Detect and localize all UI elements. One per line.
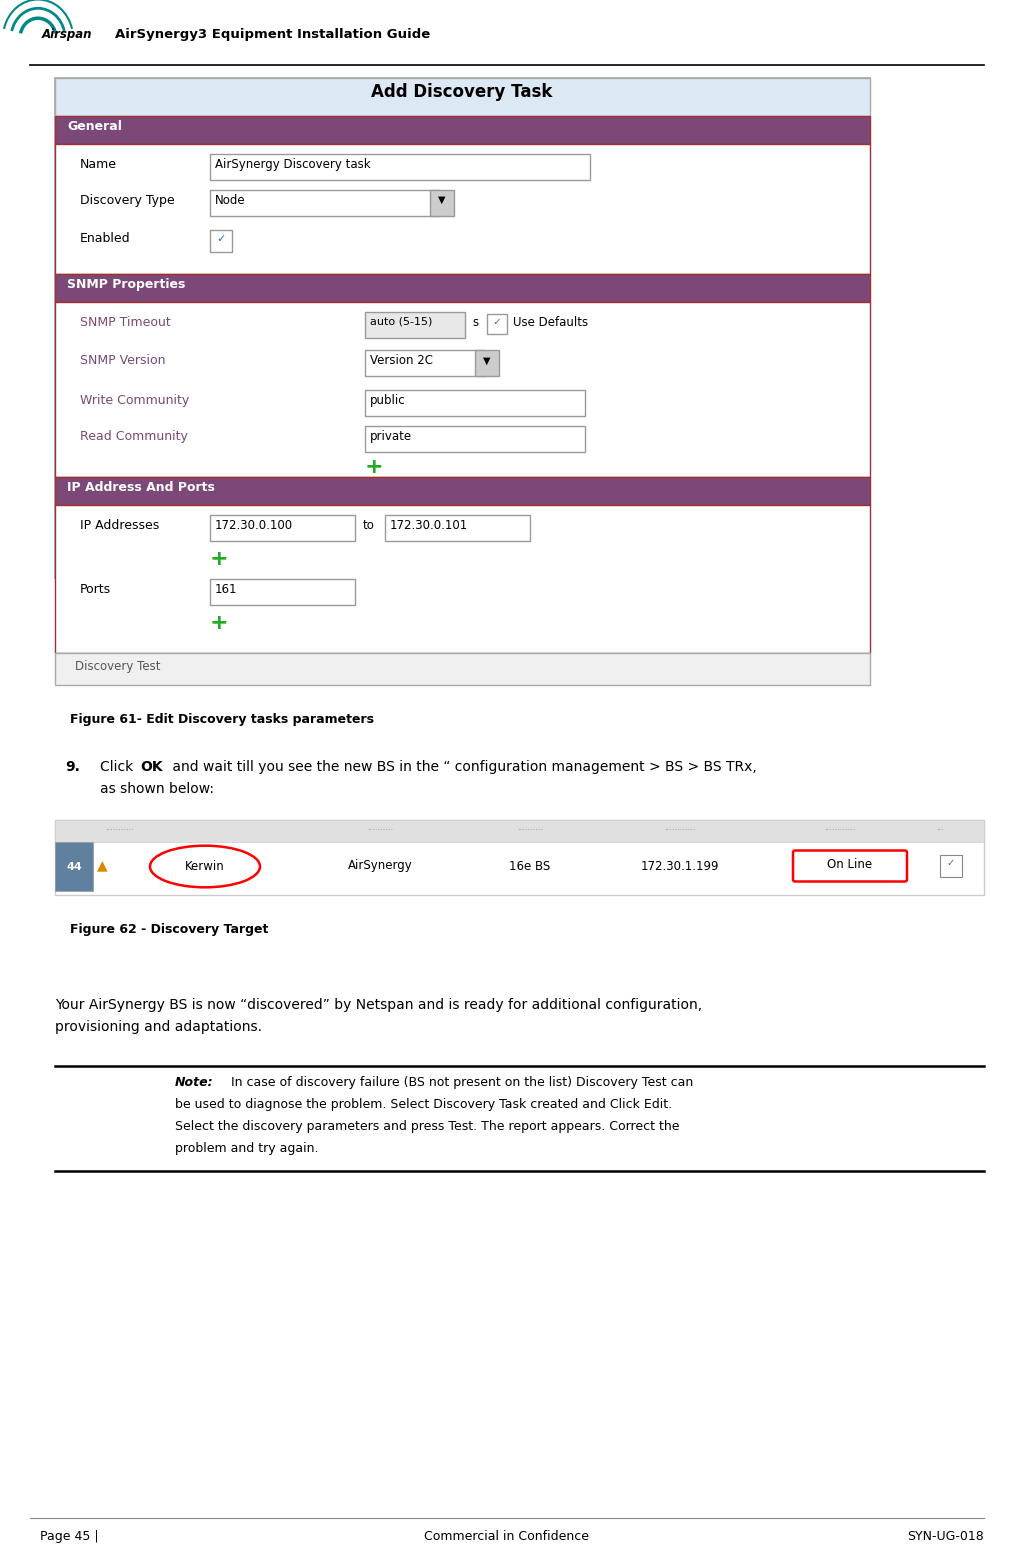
Text: ..........: .......... — [367, 824, 393, 832]
Text: private: private — [370, 430, 412, 442]
Bar — [55, 477, 870, 505]
Text: and wait till you see the new BS in the “ configuration management > BS > BS TRx: and wait till you see the new BS in the … — [168, 760, 756, 774]
Text: SNMP Properties: SNMP Properties — [67, 278, 186, 291]
Text: Use Defaults: Use Defaults — [513, 316, 588, 328]
Bar — [55, 821, 984, 842]
Bar — [385, 514, 530, 541]
Text: In case of discovery failure (BS not present on the list) Discovery Test can: In case of discovery failure (BS not pre… — [227, 1075, 694, 1089]
Text: Page 45 |: Page 45 | — [40, 1530, 98, 1543]
Bar — [55, 653, 870, 685]
Text: Discovery Type: Discovery Type — [80, 194, 174, 206]
Text: as shown below:: as shown below: — [100, 782, 214, 796]
Bar — [55, 78, 870, 578]
Text: problem and try again.: problem and try again. — [175, 1143, 318, 1155]
Bar — [210, 230, 232, 252]
Text: Figure 62 - Discovery Target: Figure 62 - Discovery Target — [70, 924, 269, 936]
Bar — [55, 116, 870, 144]
Text: ▼: ▼ — [484, 356, 491, 366]
Text: 44: 44 — [66, 861, 82, 872]
Text: ............: ............ — [664, 824, 696, 832]
Text: OK: OK — [140, 760, 162, 774]
Text: Node: Node — [215, 194, 245, 206]
Bar — [365, 391, 585, 416]
Text: SYN-UG-018: SYN-UG-018 — [908, 1530, 984, 1543]
Text: ▲: ▲ — [97, 858, 107, 872]
Bar — [365, 313, 465, 338]
Bar — [55, 842, 93, 891]
Text: 172.30.1.199: 172.30.1.199 — [641, 860, 719, 872]
Bar — [210, 191, 440, 216]
Text: to: to — [363, 519, 375, 531]
Text: 172.30.0.101: 172.30.0.101 — [390, 519, 468, 531]
Text: 9.: 9. — [65, 760, 80, 774]
Text: Ports: Ports — [80, 583, 112, 596]
Bar — [55, 302, 870, 477]
Text: auto (5-15): auto (5-15) — [370, 316, 432, 327]
Bar — [430, 191, 454, 216]
Text: Discovery Test: Discovery Test — [75, 660, 160, 674]
Bar — [475, 350, 499, 377]
Text: IP Addresses: IP Addresses — [80, 519, 159, 531]
Text: ...........: ........... — [105, 824, 135, 832]
Text: Airspan: Airspan — [42, 28, 92, 41]
Text: General: General — [67, 120, 122, 133]
Text: ✓: ✓ — [493, 317, 501, 327]
Text: s: s — [472, 316, 479, 328]
Text: Name: Name — [80, 158, 117, 170]
Bar — [55, 505, 870, 653]
Text: Your AirSynergy BS is now “discovered” by Netspan and is ready for additional co: Your AirSynergy BS is now “discovered” b… — [55, 999, 702, 1011]
Text: ✓: ✓ — [216, 234, 226, 244]
Text: +: + — [365, 456, 383, 477]
Text: ............: ............ — [824, 824, 856, 832]
Text: Select the discovery parameters and press Test. The report appears. Correct the: Select the discovery parameters and pres… — [175, 1121, 679, 1133]
Text: Click: Click — [100, 760, 138, 774]
Text: 161: 161 — [215, 583, 237, 596]
Text: Commercial in Confidence: Commercial in Confidence — [425, 1530, 589, 1543]
Text: ✓: ✓ — [947, 858, 955, 867]
Text: Add Discovery Task: Add Discovery Task — [371, 83, 553, 102]
Bar — [210, 578, 355, 605]
Text: public: public — [370, 394, 406, 406]
Bar — [55, 78, 870, 116]
Text: IP Address And Ports: IP Address And Ports — [67, 481, 215, 494]
Text: be used to diagnose the problem. Select Discovery Task created and Click Edit.: be used to diagnose the problem. Select … — [175, 1097, 672, 1111]
Bar — [365, 350, 485, 377]
Text: AirSynergy Discovery task: AirSynergy Discovery task — [215, 158, 371, 170]
Text: Version 2C: Version 2C — [370, 353, 433, 367]
Text: AirSynergy3 Equipment Installation Guide: AirSynergy3 Equipment Installation Guide — [115, 28, 430, 41]
Text: ▼: ▼ — [438, 195, 446, 205]
Bar — [55, 144, 870, 274]
Bar — [210, 514, 355, 541]
Text: +: + — [210, 549, 228, 569]
Text: AirSynergy: AirSynergy — [348, 860, 413, 872]
Text: Enabled: Enabled — [80, 231, 131, 245]
Text: 172.30.0.100: 172.30.0.100 — [215, 519, 293, 531]
Text: Note:: Note: — [175, 1075, 214, 1089]
FancyBboxPatch shape — [793, 850, 907, 882]
Text: ...: ... — [936, 824, 944, 832]
Text: Figure 61- Edit Discovery tasks parameters: Figure 61- Edit Discovery tasks paramete… — [70, 713, 374, 725]
Ellipse shape — [150, 846, 260, 888]
Bar — [940, 855, 962, 877]
Text: On Line: On Line — [827, 858, 873, 871]
Text: SNMP Timeout: SNMP Timeout — [80, 316, 170, 328]
Text: Read Community: Read Community — [80, 430, 188, 442]
Text: 16e BS: 16e BS — [509, 860, 551, 872]
Bar — [55, 274, 870, 302]
Text: ..........: .......... — [517, 824, 544, 832]
Text: SNMP Version: SNMP Version — [80, 353, 165, 367]
Bar — [55, 821, 984, 896]
Text: +: + — [210, 613, 228, 633]
Text: Write Community: Write Community — [80, 394, 190, 406]
Bar — [365, 427, 585, 452]
Text: provisioning and adaptations.: provisioning and adaptations. — [55, 1021, 262, 1035]
Bar — [210, 155, 590, 180]
Bar — [487, 314, 507, 334]
Text: Kerwin: Kerwin — [186, 860, 225, 872]
